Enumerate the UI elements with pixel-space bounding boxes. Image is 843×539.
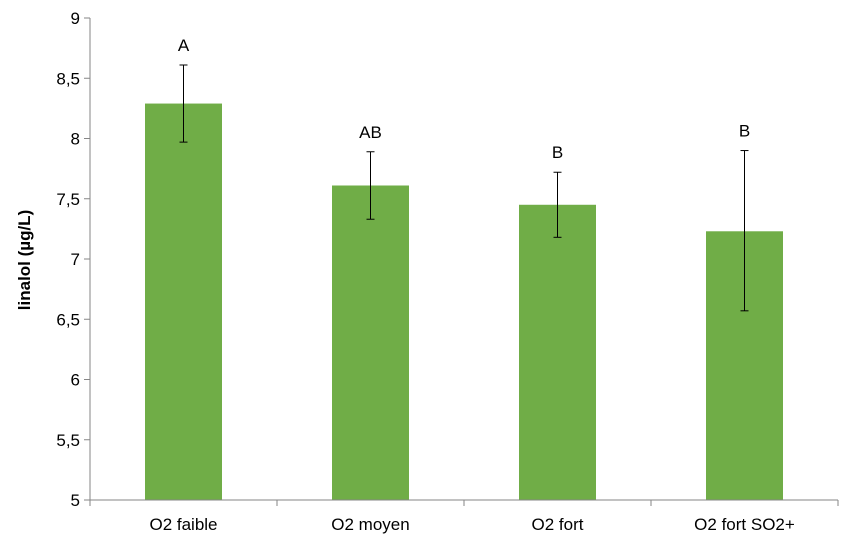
y-axis-ticks: 5 5,5 6 6,5 7 7,5 8 8,5 9 [56, 9, 90, 510]
y-axis-label: linalol (µg/L) [15, 210, 34, 310]
y-tick-label: 8,5 [56, 69, 80, 88]
y-tick-label: 7,5 [56, 190, 80, 209]
significance-label: B [552, 143, 563, 162]
y-tick-label: 7 [71, 250, 80, 269]
x-category-label: O2 moyen [331, 515, 409, 534]
error-bars [179, 64, 749, 312]
y-tick-label: 9 [71, 9, 80, 28]
significance-label: A [178, 36, 190, 55]
y-tick-label: 5,5 [56, 431, 80, 450]
y-tick-label: 6 [71, 371, 80, 390]
bar [519, 204, 596, 500]
y-tick-label: 5 [71, 491, 80, 510]
bars [145, 103, 783, 501]
significance-labels: A AB B B [178, 36, 750, 162]
category-labels: O2 faible O2 moyen O2 fort O2 fort SO2+ [149, 515, 794, 534]
x-category-label: O2 fort SO2+ [694, 515, 795, 534]
significance-label: AB [359, 123, 382, 142]
bar [332, 185, 409, 500]
axes [89, 18, 839, 506]
y-tick-label: 6,5 [56, 310, 80, 329]
significance-label: B [739, 122, 750, 141]
y-tick-label: 8 [71, 130, 80, 149]
x-category-label: O2 fort [532, 515, 584, 534]
x-category-label: O2 faible [149, 515, 217, 534]
bar [145, 103, 222, 501]
